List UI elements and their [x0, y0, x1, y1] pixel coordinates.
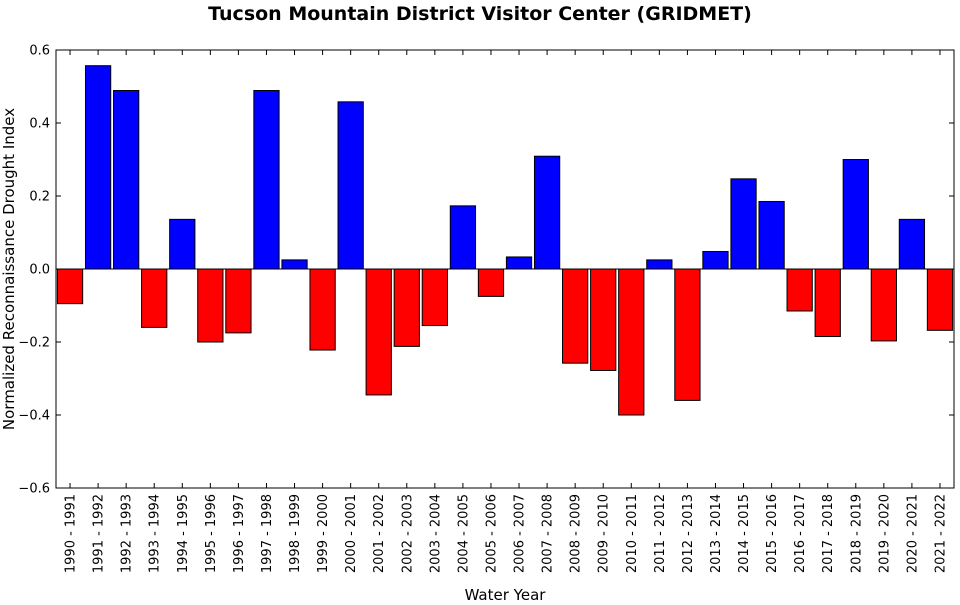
x-tick-label: 2001 - 2002	[372, 494, 387, 573]
bar-2010-2011	[618, 268, 645, 416]
x-tick-label: 2005 - 2006	[484, 494, 499, 573]
bar-2002-2003	[393, 268, 420, 347]
y-tick-label: 0.6	[29, 44, 50, 59]
x-tick-label: 2020 - 2021	[905, 494, 920, 573]
x-axis: 1990 - 1991 1991 - 1992 1992 - 1993 1993 - …	[64, 50, 948, 573]
y-axis: 0.6 0.4 0.2 0.0 −0.2 −0.4 −0.6	[18, 44, 954, 497]
x-tick-label: 2018 - 2019	[849, 494, 864, 573]
x-tick-label: 2003 - 2004	[428, 494, 443, 573]
x-tick-label: 2007 - 2008	[541, 494, 556, 573]
x-tick-label: 1999 - 2000	[316, 494, 331, 573]
x-tick-label: 1992 - 1993	[120, 494, 135, 573]
y-tick-label: 0.4	[29, 117, 50, 132]
x-tick-label: 2015 - 2016	[765, 494, 780, 573]
bar-1997-1998	[253, 90, 280, 270]
x-tick-label: 1993 - 1994	[148, 494, 163, 573]
bar-1999-2000	[309, 268, 336, 351]
y-tick-label: −0.4	[18, 409, 50, 424]
y-tick-label: 0.0	[29, 263, 50, 278]
bar-1998-1999	[281, 259, 308, 270]
bars-group	[56, 65, 954, 416]
bar-1994-1995	[169, 218, 196, 270]
x-tick-label: 1991 - 1992	[92, 494, 107, 573]
x-tick-label: 2019 - 2020	[877, 494, 892, 573]
bar-2009-2010	[590, 268, 617, 371]
bar-2016-2017	[786, 268, 813, 312]
x-tick-label: 1990 - 1991	[64, 494, 79, 573]
bar-2005-2006	[477, 268, 505, 297]
y-axis-label: Normalized Reconnaissance Drought Index	[0, 108, 18, 430]
bar-2021-2022	[926, 268, 954, 331]
x-tick-label: 2000 - 2001	[344, 494, 359, 573]
x-tick-label: 2004 - 2005	[456, 494, 471, 573]
bar-2003-2004	[421, 268, 448, 327]
bar-2017-2018	[814, 268, 841, 338]
bar-2019-2020	[870, 268, 897, 342]
x-tick-label: 2014 - 2015	[737, 494, 752, 573]
x-tick-label: 2008 - 2009	[569, 494, 584, 573]
x-tick-label: 2009 - 2010	[597, 494, 612, 573]
x-tick-label: 2010 - 2011	[625, 494, 640, 573]
chart-title: Tucson Mountain District Visitor Center …	[208, 3, 752, 25]
x-tick-label: 2017 - 2018	[821, 494, 836, 573]
bar-1991-1992	[84, 65, 112, 270]
x-tick-label: 2021 - 2022	[933, 494, 948, 573]
y-tick-label: 0.2	[29, 190, 50, 205]
bar-2004-2005	[449, 205, 477, 270]
y-tick-label: −0.2	[18, 336, 50, 351]
bar-2020-2021	[898, 218, 926, 270]
x-tick-label: 2013 - 2014	[709, 494, 724, 573]
bar-2018-2019	[842, 159, 869, 270]
bar-2000-2001	[337, 101, 364, 270]
bar-1993-1994	[141, 268, 168, 328]
bar-2006-2007	[505, 256, 533, 270]
x-tick-label: 2002 - 2003	[400, 494, 415, 573]
x-tick-label: 1995 - 1996	[204, 494, 219, 573]
bar-2008-2009	[562, 268, 589, 364]
x-tick-label: 2016 - 2017	[793, 494, 808, 573]
bar-2012-2013	[674, 268, 701, 401]
x-axis-label: Water Year	[465, 586, 547, 604]
x-tick-label: 1996 - 1997	[232, 494, 247, 573]
bar-1995-1996	[197, 268, 224, 343]
x-tick-label: 2012 - 2013	[681, 494, 696, 573]
bar-2013-2014	[702, 250, 729, 270]
bar-1996-1997	[225, 268, 252, 334]
x-tick-label: 2011 - 2012	[653, 494, 668, 573]
x-tick-label: 1994 - 1995	[176, 494, 191, 573]
bar-2015-2016	[758, 200, 785, 270]
x-tick-label: 1997 - 1998	[260, 494, 275, 573]
x-tick-label: 2006 - 2007	[513, 494, 528, 573]
bar-2014-2015	[730, 178, 757, 270]
bar-1992-1993	[113, 90, 140, 270]
y-tick-label: −0.6	[18, 482, 50, 497]
bar-2011-2012	[646, 259, 673, 270]
bar-2007-2008	[533, 155, 561, 270]
bar-1990-1991	[56, 268, 84, 305]
x-tick-label: 1998 - 1999	[288, 494, 303, 573]
bar-2001-2002	[365, 268, 392, 396]
